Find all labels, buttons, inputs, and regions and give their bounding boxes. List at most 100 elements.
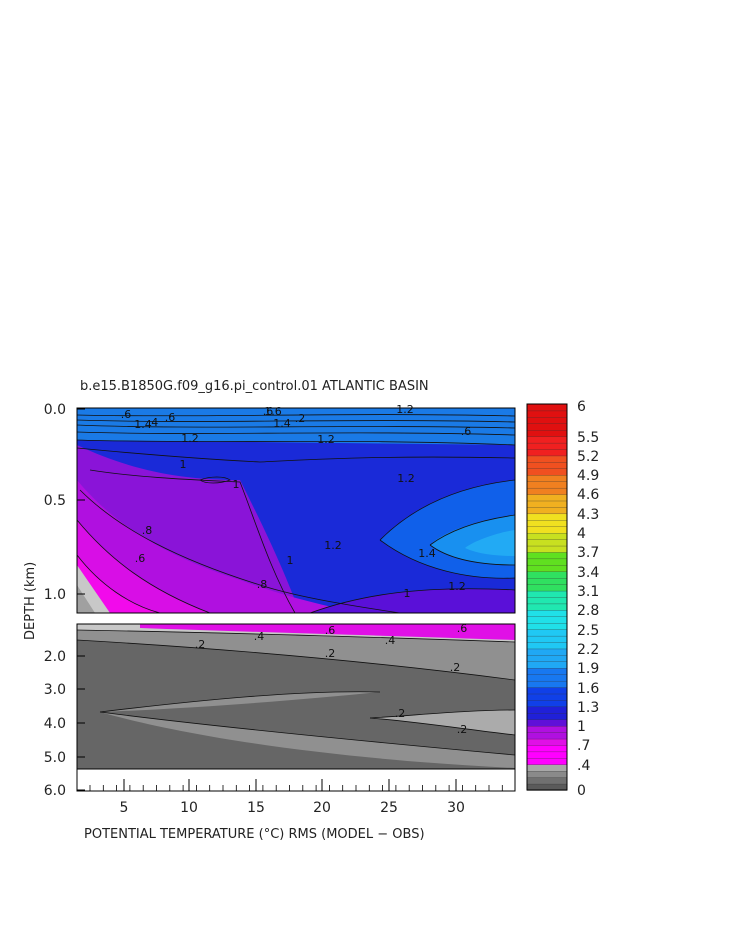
contour-label: 1.2 bbox=[397, 472, 415, 485]
colorbar bbox=[526, 403, 568, 791]
y-axis-label: DEPTH (km) bbox=[23, 562, 38, 640]
colorbar-swatch bbox=[526, 603, 568, 611]
colorbar-swatch bbox=[526, 635, 568, 643]
colorbar-label: 2.5 bbox=[577, 623, 599, 639]
colorbar-swatch bbox=[526, 442, 568, 450]
colorbar-swatch bbox=[526, 429, 568, 437]
contour-label: .6 bbox=[263, 405, 274, 418]
colorbar-swatch bbox=[526, 744, 568, 753]
colorbar-swatch bbox=[526, 448, 568, 457]
contour-label: .2 bbox=[195, 638, 206, 651]
contour-label: .4 bbox=[254, 630, 265, 643]
colorbar-label: 4.9 bbox=[577, 468, 599, 484]
colorbar-swatch bbox=[526, 493, 568, 502]
colorbar-swatch bbox=[526, 654, 568, 662]
colorbar-swatch bbox=[526, 577, 568, 585]
upper-panel-field bbox=[77, 408, 515, 613]
colorbar-label: 2.2 bbox=[577, 642, 599, 658]
colorbar-swatch bbox=[526, 641, 568, 650]
colorbar-swatch bbox=[526, 571, 568, 579]
colorbar-swatch bbox=[526, 583, 568, 592]
contour-label: .6 bbox=[121, 408, 132, 421]
y-tick-label: 5.0 bbox=[44, 750, 66, 766]
colorbar-swatch bbox=[526, 564, 568, 572]
colorbar-swatch bbox=[526, 538, 568, 547]
colorbar-swatch bbox=[526, 622, 568, 630]
colorbar-swatch bbox=[526, 609, 568, 617]
colorbar-swatch bbox=[526, 751, 568, 759]
contour-label: .6 bbox=[325, 624, 336, 637]
x-tick-label: 25 bbox=[380, 800, 398, 816]
colorbar-swatch bbox=[526, 551, 568, 560]
colorbar-swatch bbox=[526, 487, 568, 495]
y-tick-label: 6.0 bbox=[44, 783, 66, 799]
colorbar-swatch bbox=[526, 596, 568, 605]
contour-label: 1.6 bbox=[264, 405, 282, 418]
contour-label: .6 bbox=[457, 622, 468, 635]
contour-label: .2 bbox=[325, 647, 336, 660]
chart-title: b.e15.B1850G.f09_g16.pi_control.01 ATLAN… bbox=[80, 379, 429, 394]
colorbar-swatch bbox=[526, 661, 568, 669]
colorbar-swatch bbox=[526, 616, 568, 624]
colorbar-swatch bbox=[526, 686, 568, 695]
colorbar-swatch bbox=[526, 526, 568, 534]
colorbar-frame bbox=[526, 403, 568, 791]
colorbar-label: 4.6 bbox=[577, 487, 599, 503]
y-tick-label: 3.0 bbox=[44, 682, 66, 698]
colorbar-label: 1.3 bbox=[577, 700, 599, 716]
colorbar-swatch bbox=[526, 558, 568, 566]
colorbar-swatch bbox=[526, 770, 568, 778]
contour-label: .6 bbox=[461, 425, 472, 438]
colorbar-label: 1.6 bbox=[577, 681, 599, 697]
colorbar-swatch bbox=[526, 719, 568, 727]
colorbar-swatch bbox=[526, 468, 568, 476]
colorbar-label: 1 bbox=[577, 719, 586, 735]
colorbar-swatch bbox=[526, 706, 568, 714]
bottom-axis-frame bbox=[76, 768, 516, 792]
contour-label: 1 bbox=[233, 478, 240, 491]
colorbar-swatch bbox=[526, 776, 568, 785]
colorbar-label: 6 bbox=[577, 399, 586, 415]
y-tick-label: 4.0 bbox=[44, 716, 66, 732]
colorbar-swatch bbox=[526, 423, 568, 431]
colorbar-swatch bbox=[526, 680, 568, 688]
contour-label: 1.2 bbox=[448, 580, 466, 593]
colorbar-swatch bbox=[526, 545, 568, 553]
colorbar-swatch bbox=[526, 461, 568, 469]
colorbar-swatch bbox=[526, 455, 568, 463]
contour-label: .8 bbox=[257, 578, 268, 591]
colorbar-label: 5.2 bbox=[577, 449, 599, 465]
colorbar-swatch bbox=[526, 783, 568, 791]
colorbar-swatch bbox=[526, 436, 568, 444]
colorbar-swatch bbox=[526, 629, 568, 637]
upper-contours bbox=[77, 414, 515, 613]
colorbar-swatch bbox=[526, 403, 568, 412]
colorbar-swatch bbox=[526, 674, 568, 682]
y-tick-label: 2.0 bbox=[44, 649, 66, 665]
colorbar-label: 5.5 bbox=[577, 430, 599, 446]
contour-label: 1.2 bbox=[324, 539, 342, 552]
colorbar-swatch bbox=[526, 590, 568, 598]
contour-label: 1 bbox=[180, 458, 187, 471]
contour-label: 1.4 bbox=[134, 418, 152, 431]
x-axis-label: POTENTIAL TEMPERATURE (°C) RMS (MODEL − … bbox=[84, 827, 425, 842]
x-tick-label: 30 bbox=[447, 800, 465, 816]
y-axis-ticks-upper: 0.0 0.5 1.0 bbox=[44, 402, 85, 603]
colorbar-swatch bbox=[526, 506, 568, 515]
x-tick-label: 20 bbox=[313, 800, 331, 816]
colorbar-label: 2.8 bbox=[577, 603, 599, 619]
colorbar-label: 1.9 bbox=[577, 661, 599, 677]
x-tick-label: 5 bbox=[120, 800, 129, 816]
contour-label: .8 bbox=[142, 524, 153, 537]
colorbar-swatch bbox=[526, 693, 568, 701]
contour-label: .2 bbox=[395, 707, 406, 720]
y-tick-label: 1.0 bbox=[44, 587, 66, 603]
contour-label: .4 bbox=[148, 416, 159, 429]
x-tick-label: 10 bbox=[180, 800, 198, 816]
contour-label: .2 bbox=[295, 412, 306, 425]
x-axis-ticks: 5 10 15 20 25 30 bbox=[89, 779, 503, 816]
x-tick-label: 15 bbox=[247, 800, 265, 816]
colorbar-swatch bbox=[526, 725, 568, 733]
contour-label: .2 bbox=[457, 723, 468, 736]
